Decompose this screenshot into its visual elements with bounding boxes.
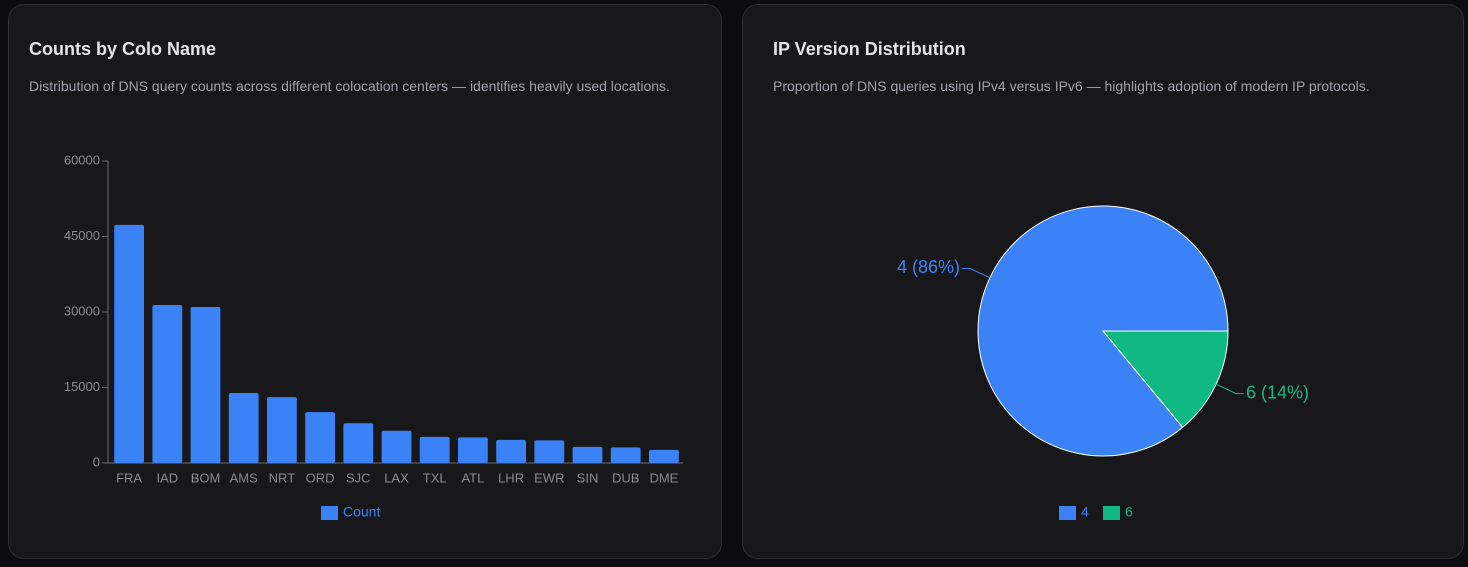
bar: [381, 430, 412, 463]
bar: [190, 306, 221, 463]
label-line: [961, 267, 991, 279]
bar: [343, 423, 374, 463]
x-tick-label: ORD: [306, 470, 335, 485]
bar: [267, 397, 297, 463]
legend-label: 4: [1081, 504, 1089, 520]
x-tick-label: ATL: [461, 470, 484, 485]
bar: [114, 224, 144, 463]
y-tick-label: 45000: [64, 228, 100, 243]
bar: [228, 393, 259, 463]
bar: [305, 412, 335, 463]
x-tick-label: DME: [649, 470, 678, 485]
bar: [419, 436, 450, 463]
x-tick-label: DUB: [612, 470, 639, 485]
x-tick-label: SJC: [346, 470, 371, 485]
card-title: IP Version Distribution: [773, 39, 966, 59]
bar: [496, 439, 526, 463]
x-tick-label: BOM: [191, 470, 221, 485]
x-tick-label: AMS: [230, 470, 259, 485]
x-tick-label: TXL: [423, 470, 447, 485]
x-tick-label: EWR: [534, 470, 564, 485]
y-tick-label: 60000: [64, 152, 100, 167]
slice-label: 6 (14%): [1246, 382, 1309, 402]
label-line: [1215, 383, 1245, 395]
bar: [534, 440, 565, 463]
x-tick-label: LAX: [384, 470, 409, 485]
legend-swatch: [321, 506, 338, 520]
bar: [649, 449, 679, 463]
x-tick-label: FRA: [116, 470, 142, 485]
slice-label: 4 (86%): [897, 257, 960, 277]
x-tick-label: SIN: [577, 470, 599, 485]
legend-swatch: [1059, 506, 1076, 520]
legend-label: 6: [1125, 504, 1133, 520]
x-tick-label: IAD: [156, 470, 178, 485]
bar: [572, 446, 603, 463]
card-title: Counts by Colo Name: [29, 39, 217, 59]
bar: [458, 437, 488, 463]
legend-swatch: [1103, 506, 1120, 520]
x-tick-label: NRT: [269, 470, 296, 485]
x-tick-label: LHR: [498, 470, 524, 485]
y-tick-label: 15000: [64, 379, 100, 394]
bar: [610, 447, 641, 463]
y-tick-label: 0: [93, 454, 100, 469]
y-tick-label: 30000: [64, 303, 100, 318]
legend-label: Count: [343, 504, 380, 520]
card-subtitle: Distribution of DNS query counts across …: [29, 78, 670, 94]
card-subtitle: Proportion of DNS queries using IPv4 ver…: [773, 78, 1370, 94]
bar: [152, 304, 183, 463]
